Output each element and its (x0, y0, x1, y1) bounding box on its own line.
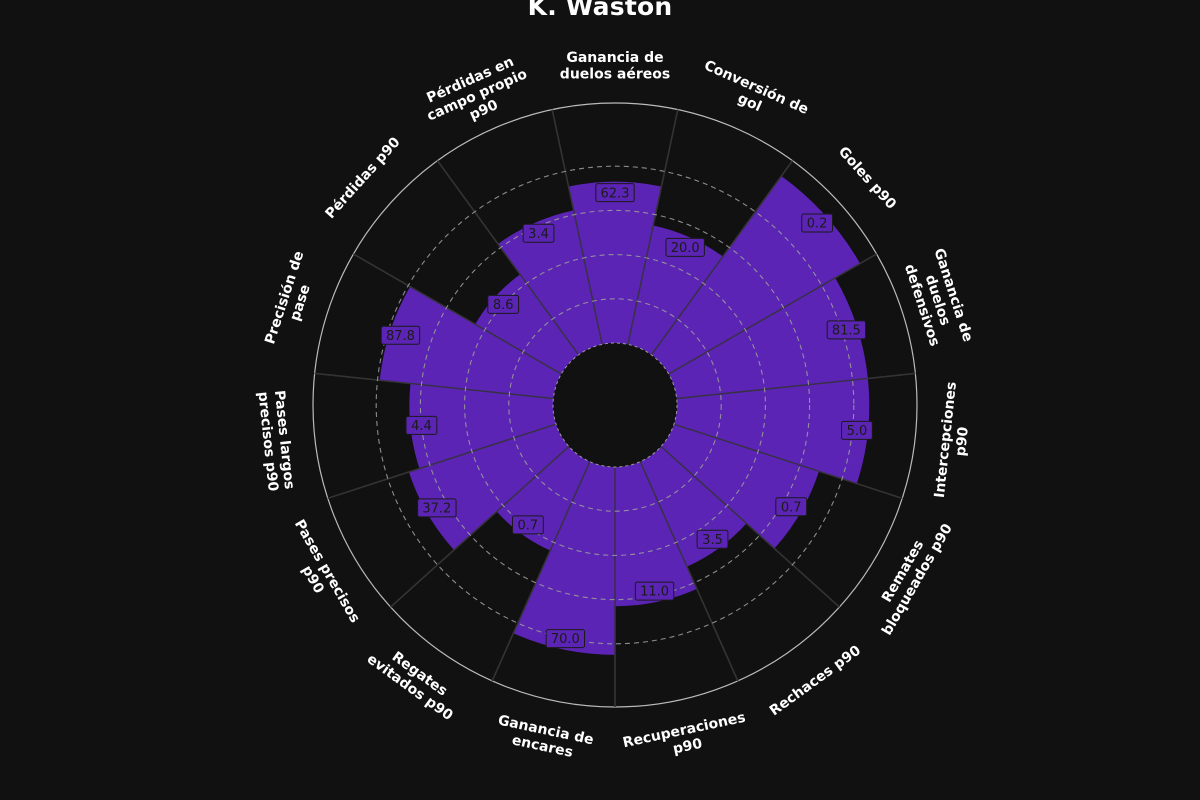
value-box (841, 420, 873, 440)
slice-0 (568, 181, 662, 345)
slice-divider (660, 445, 840, 608)
slice-11 (409, 383, 557, 469)
value-label: 11.0 (640, 585, 669, 600)
slice-divider (650, 160, 794, 356)
value-box (801, 213, 834, 233)
chart-title: K. Waston (527, 0, 673, 21)
value-box (775, 497, 808, 517)
value-box (487, 294, 520, 314)
category-label: Recuperacionesp90 (621, 710, 750, 768)
gridline-circle (508, 298, 722, 512)
category-label: Ganancia de duelos aéreos (560, 50, 670, 83)
value-label: 8.6 (493, 298, 514, 313)
slice-divider (551, 109, 603, 345)
gridline-circle (375, 165, 855, 645)
slice-divider (627, 109, 679, 345)
category-label: Rechaces p90 (767, 642, 864, 719)
category-label-line: Pérdidas p90 (322, 134, 403, 222)
slice-1 (627, 225, 723, 355)
value-label: 81.5 (832, 323, 861, 338)
value-box (634, 581, 675, 601)
value-box (545, 629, 586, 649)
category-label-line: Rechaces p90 (767, 642, 864, 719)
value-box (511, 515, 544, 535)
category-label: Goles p90 (835, 144, 899, 213)
value-box (826, 320, 867, 340)
category-label: Rematesbloqueados p90 (865, 513, 956, 638)
value-label: 62.3 (601, 186, 630, 201)
category-label: Pases precisosp90 (277, 517, 363, 634)
value-box (522, 223, 555, 243)
slice-divider (491, 461, 591, 682)
category-label: Ganancia deencares (493, 713, 595, 765)
value-box (380, 325, 421, 345)
slice-3 (668, 277, 868, 399)
slice-divider (353, 253, 562, 375)
value-box (665, 237, 705, 257)
category-label: Pérdidas p90 (322, 134, 403, 222)
value-label: 5.0 (847, 424, 868, 439)
category-label: Conversión degol (695, 58, 811, 133)
slice-divider (639, 461, 739, 682)
value-label: 0.7 (518, 519, 539, 534)
category-label-line: p90 (953, 426, 972, 457)
value-label: 0.2 (807, 217, 828, 232)
value-box (417, 498, 457, 518)
value-label: 20.0 (671, 241, 700, 256)
slice-10 (408, 424, 569, 551)
slice-divider (327, 423, 557, 500)
value-label: 4.4 (411, 419, 432, 434)
value-label: 87.8 (386, 329, 415, 344)
category-label: Precisión depase (262, 249, 323, 351)
slice-divider (673, 423, 903, 500)
value-box (696, 529, 729, 549)
value-label: 3.4 (528, 227, 549, 242)
category-label-line: p90 (672, 736, 704, 758)
value-label: 70.0 (551, 632, 580, 647)
slice-divider (390, 445, 570, 608)
slice-14 (498, 210, 603, 355)
slice-7 (615, 461, 697, 607)
category-label: Regatesevitados p90 (364, 638, 466, 724)
slice-5 (661, 424, 819, 549)
value-label: 37.2 (422, 501, 451, 516)
category-label: Intercepcionesp90 (932, 381, 977, 500)
slice-divider (314, 372, 554, 400)
slice-divider (676, 372, 916, 400)
category-label: Pases largosprecisos p90 (254, 389, 297, 492)
category-label-line: duelos aéreos (560, 66, 670, 82)
slice-4 (673, 378, 870, 484)
slice-divider (436, 160, 580, 356)
category-label: Ganancia deduelosdefensivos (899, 246, 976, 354)
category-label-line: Ganancia de (566, 50, 663, 66)
value-label: 0.7 (781, 500, 802, 515)
slice-8 (513, 461, 615, 655)
category-label-line: Goles p90 (835, 144, 899, 213)
category-label: Pérdidas encampo propiop90 (418, 51, 537, 140)
value-box (405, 415, 438, 435)
gridline-circle (464, 254, 766, 556)
value-label: 3.5 (702, 533, 723, 548)
gridline-circle (419, 209, 811, 601)
slice-divider (668, 253, 877, 375)
value-box (595, 183, 635, 203)
center-hole (552, 342, 678, 468)
slice-12 (379, 286, 562, 399)
